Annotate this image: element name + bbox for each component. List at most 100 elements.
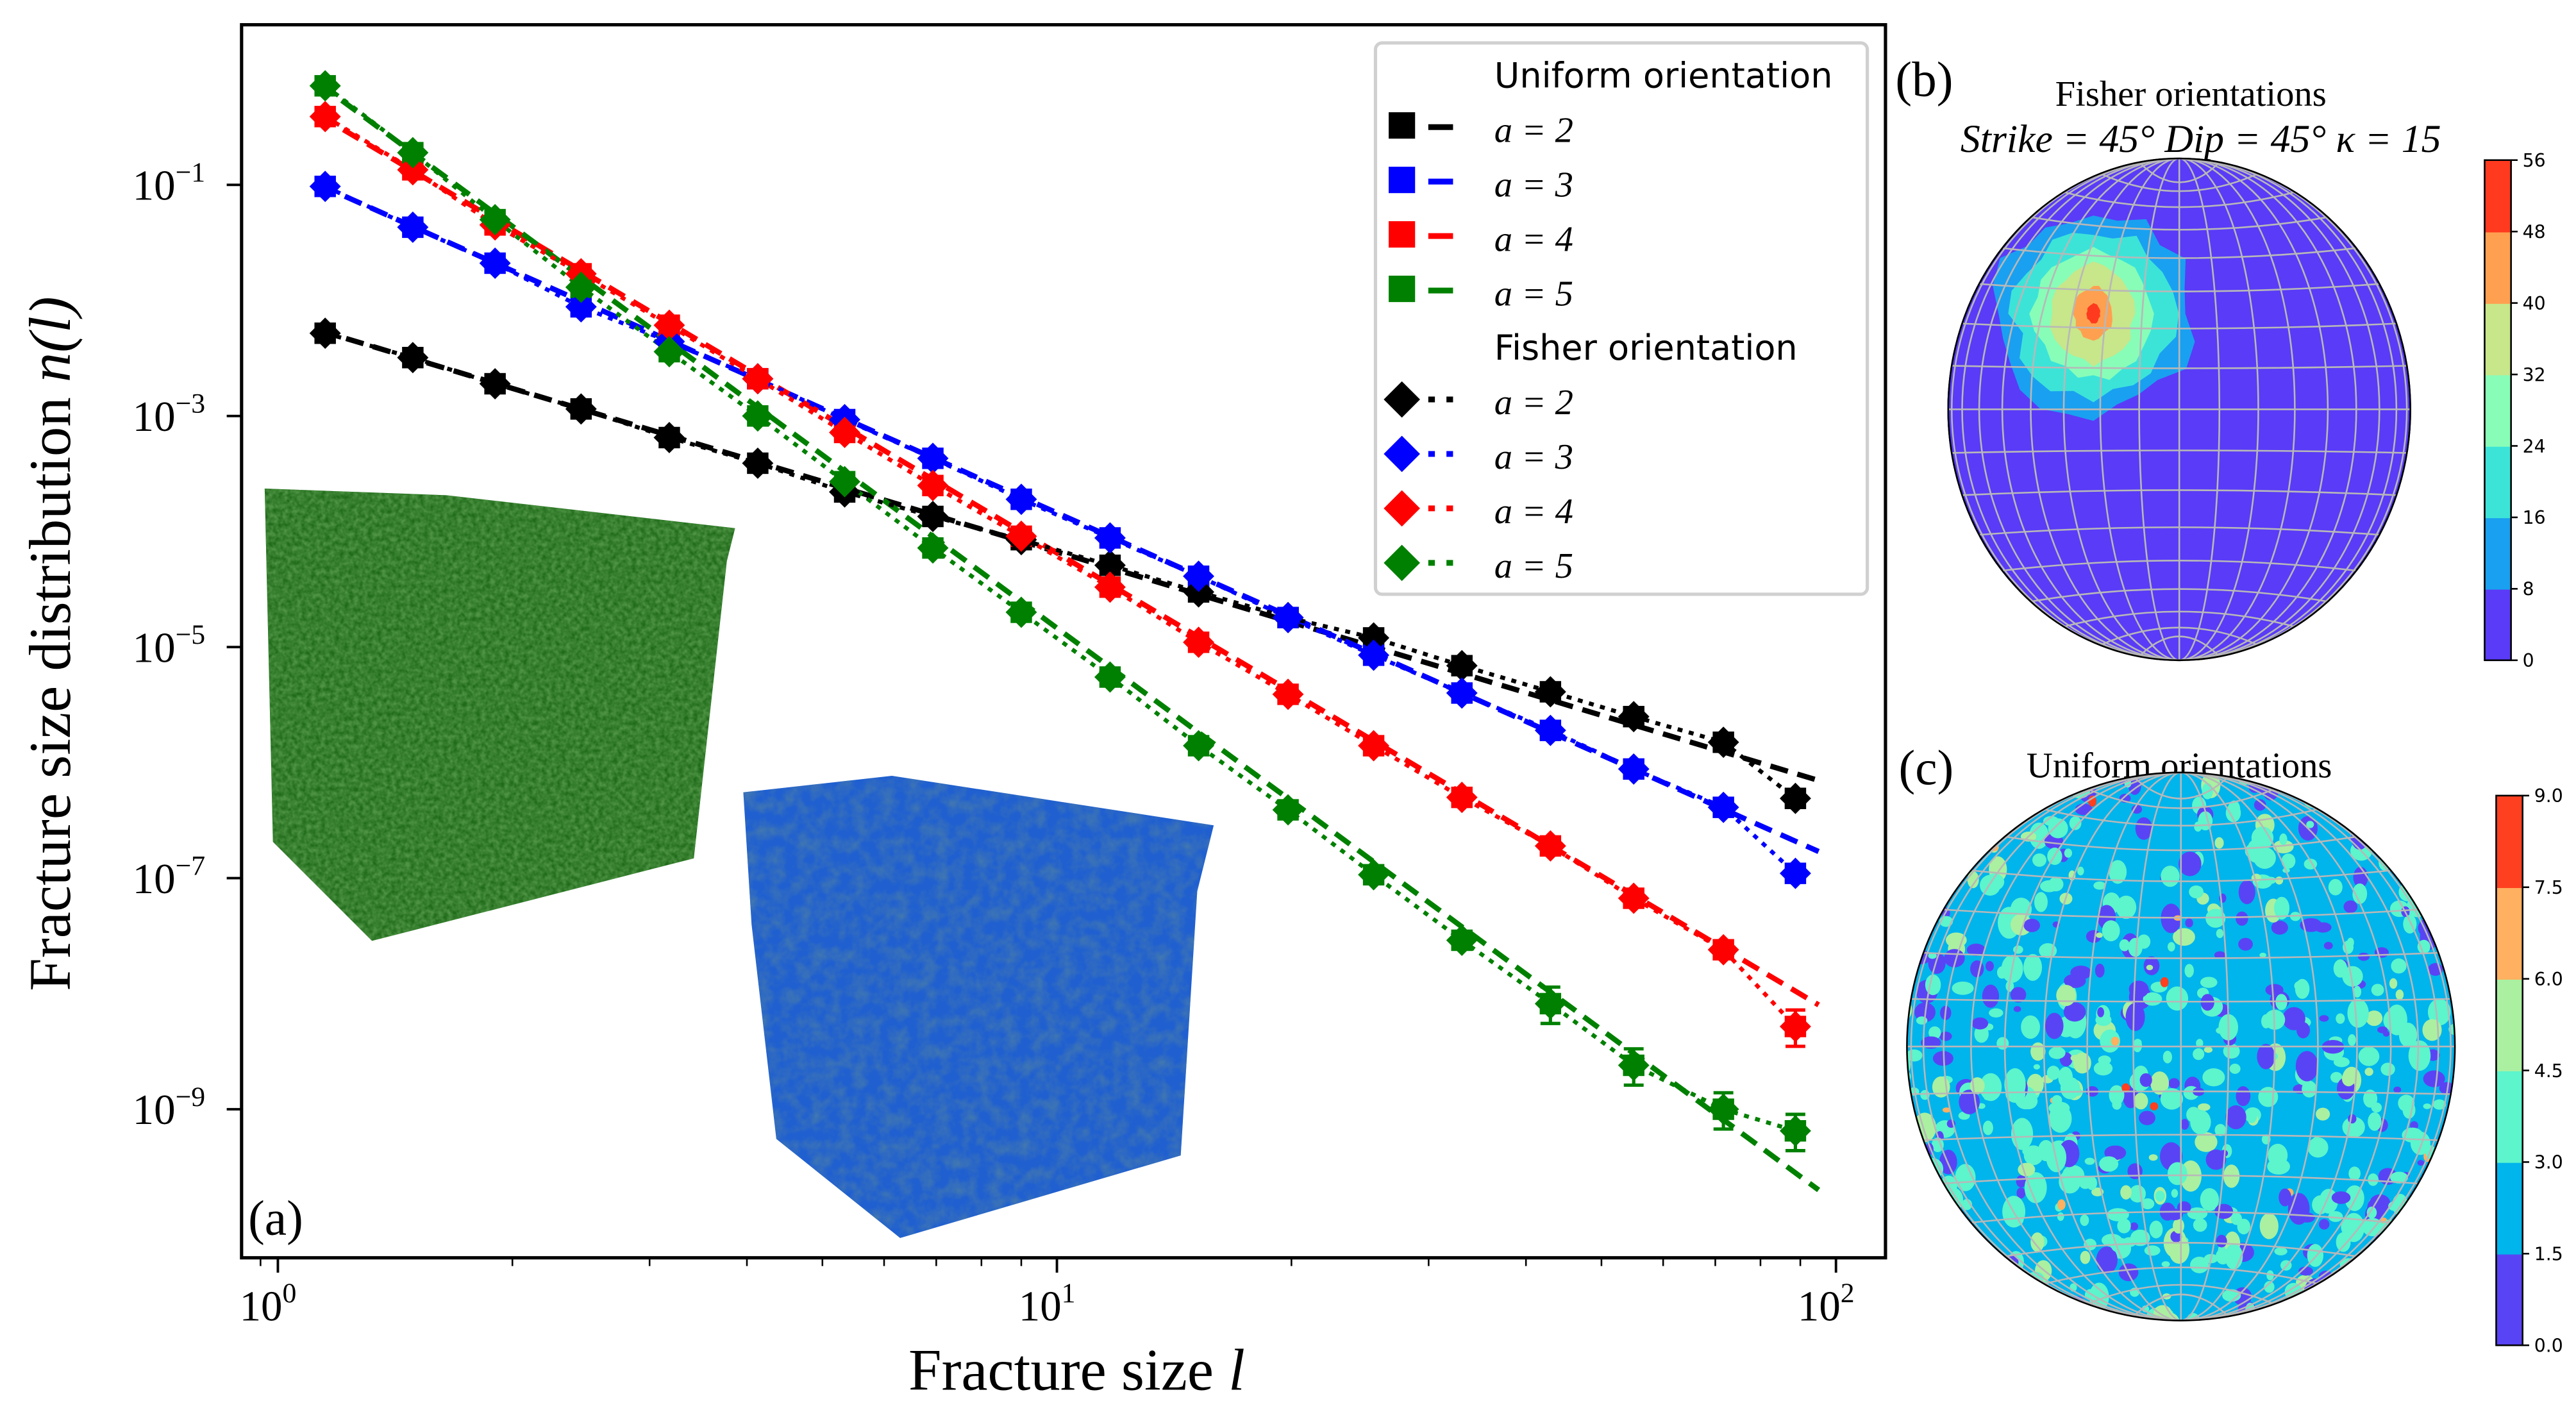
density-spot xyxy=(2258,1087,2279,1107)
legend-entry-label: a = 4 xyxy=(1494,492,1573,532)
density-spot xyxy=(1982,984,2000,1008)
density-spot xyxy=(2150,1071,2170,1095)
y-tick-label: 10−7 xyxy=(133,850,205,902)
marker-fisher-5 xyxy=(829,465,860,498)
density-spot xyxy=(2445,1125,2455,1142)
density-spot xyxy=(1965,1300,1986,1321)
density-spot xyxy=(2435,829,2455,860)
colorbar-tick-label: 7.5 xyxy=(2534,877,2563,898)
density-spot xyxy=(2384,834,2396,847)
marker-fisher-4 xyxy=(1183,626,1215,658)
colorbar-tick-label: 1.5 xyxy=(2534,1244,2563,1265)
density-spot xyxy=(2149,1220,2163,1239)
density-spot xyxy=(1986,960,1994,971)
density-spot xyxy=(1907,1203,1923,1231)
density-spot xyxy=(2139,1073,2152,1087)
density-spot xyxy=(2225,803,2241,823)
density-spot xyxy=(2216,1027,2226,1034)
density-spot xyxy=(2111,1241,2129,1253)
density-spot xyxy=(2365,807,2383,819)
density-spot xyxy=(2363,778,2371,790)
marker-fisher-3 xyxy=(1618,753,1650,785)
parallel xyxy=(1911,998,2451,1003)
density-spot xyxy=(2407,1276,2427,1301)
density-spot xyxy=(2446,873,2455,893)
density-spot xyxy=(2150,1102,2159,1110)
density-spot xyxy=(2380,1257,2398,1274)
density-spot xyxy=(2130,1222,2139,1230)
density-spot xyxy=(2057,1199,2066,1211)
density-spot xyxy=(2336,1013,2345,1024)
density-spot xyxy=(2195,1132,2218,1152)
density-spot xyxy=(2395,989,2404,1000)
stereonet-b xyxy=(1947,157,2411,662)
density-spot xyxy=(1947,1254,1955,1261)
density-spot xyxy=(2352,1286,2368,1302)
density-spot xyxy=(1973,794,1994,824)
density-spot xyxy=(2144,1245,2161,1256)
density-spot xyxy=(2316,1107,2330,1121)
density-spot xyxy=(2454,981,2455,1000)
x-tick-label-exp: 0 xyxy=(283,1278,297,1309)
marker-fisher-3 xyxy=(479,247,511,279)
legend-square-icon xyxy=(1389,112,1416,139)
density-spot xyxy=(1996,966,2007,979)
density-spot xyxy=(2328,1211,2343,1222)
density-spot xyxy=(2371,1102,2382,1113)
density-spot xyxy=(2171,1189,2179,1198)
density-spot xyxy=(2187,1207,2208,1220)
error-bar xyxy=(1540,985,1560,1025)
density-spot xyxy=(1939,1032,1952,1041)
density-spot xyxy=(2444,806,2455,824)
density-spot xyxy=(2423,1282,2445,1303)
density-spot xyxy=(2408,1040,2431,1071)
density-spot xyxy=(2368,1293,2387,1315)
density-spot xyxy=(2388,1253,2409,1278)
marker-fisher-4 xyxy=(653,309,685,341)
density-spot xyxy=(2236,911,2248,926)
colorbar-tick-label: 3.0 xyxy=(2534,1152,2563,1173)
density-spot xyxy=(2198,1103,2211,1111)
line-fisher-5 xyxy=(324,84,1796,1133)
density-spot xyxy=(2109,860,2127,884)
legend-entry-label: a = 2 xyxy=(1494,383,1573,423)
density-spot xyxy=(2382,834,2390,842)
marker-fisher-4 xyxy=(829,417,860,448)
density-spot xyxy=(2128,937,2143,957)
parallel xyxy=(1923,1134,2439,1141)
legend-entry-label: a = 3 xyxy=(1494,165,1573,205)
density-spot xyxy=(2167,942,2175,952)
density-spot xyxy=(2024,1172,2047,1203)
density-spot xyxy=(2342,966,2363,987)
density-spot xyxy=(1944,1278,1961,1303)
panel-label-a: (a) xyxy=(248,1191,303,1246)
density-spot xyxy=(1927,898,1939,918)
density-spot xyxy=(2329,1308,2341,1321)
density-spot xyxy=(2416,873,2429,885)
density-spot xyxy=(2403,1310,2414,1318)
density-spot xyxy=(2131,805,2143,814)
marker-fisher-3 xyxy=(917,442,949,474)
density-spot xyxy=(2358,1046,2380,1066)
colorbar-tick-label: 0.0 xyxy=(2534,1335,2563,1356)
colorbar-tick-label: 48 xyxy=(2523,221,2546,242)
density-spot xyxy=(2427,998,2451,1026)
density-spot xyxy=(1998,1305,2017,1321)
density-spot xyxy=(2012,945,2023,954)
density-spot xyxy=(1907,1188,1922,1206)
marker-fisher-5 xyxy=(1358,859,1390,891)
density-spot xyxy=(2391,958,2407,974)
density-spot xyxy=(2102,920,2120,942)
density-spot xyxy=(2086,1176,2097,1191)
blue-fracture-cube xyxy=(743,775,1214,1238)
density-spot xyxy=(2146,964,2154,971)
colorbar-segment xyxy=(2496,887,2523,980)
density-spot xyxy=(2073,1052,2091,1074)
colorbar-segment xyxy=(2484,231,2511,304)
y-tick-label: 10−5 xyxy=(133,619,205,671)
density-spot xyxy=(2116,895,2137,919)
parallel xyxy=(1952,449,2407,454)
density-spot xyxy=(2403,820,2425,835)
marker-fisher-2 xyxy=(917,501,949,532)
density-spot xyxy=(2341,1071,2355,1087)
